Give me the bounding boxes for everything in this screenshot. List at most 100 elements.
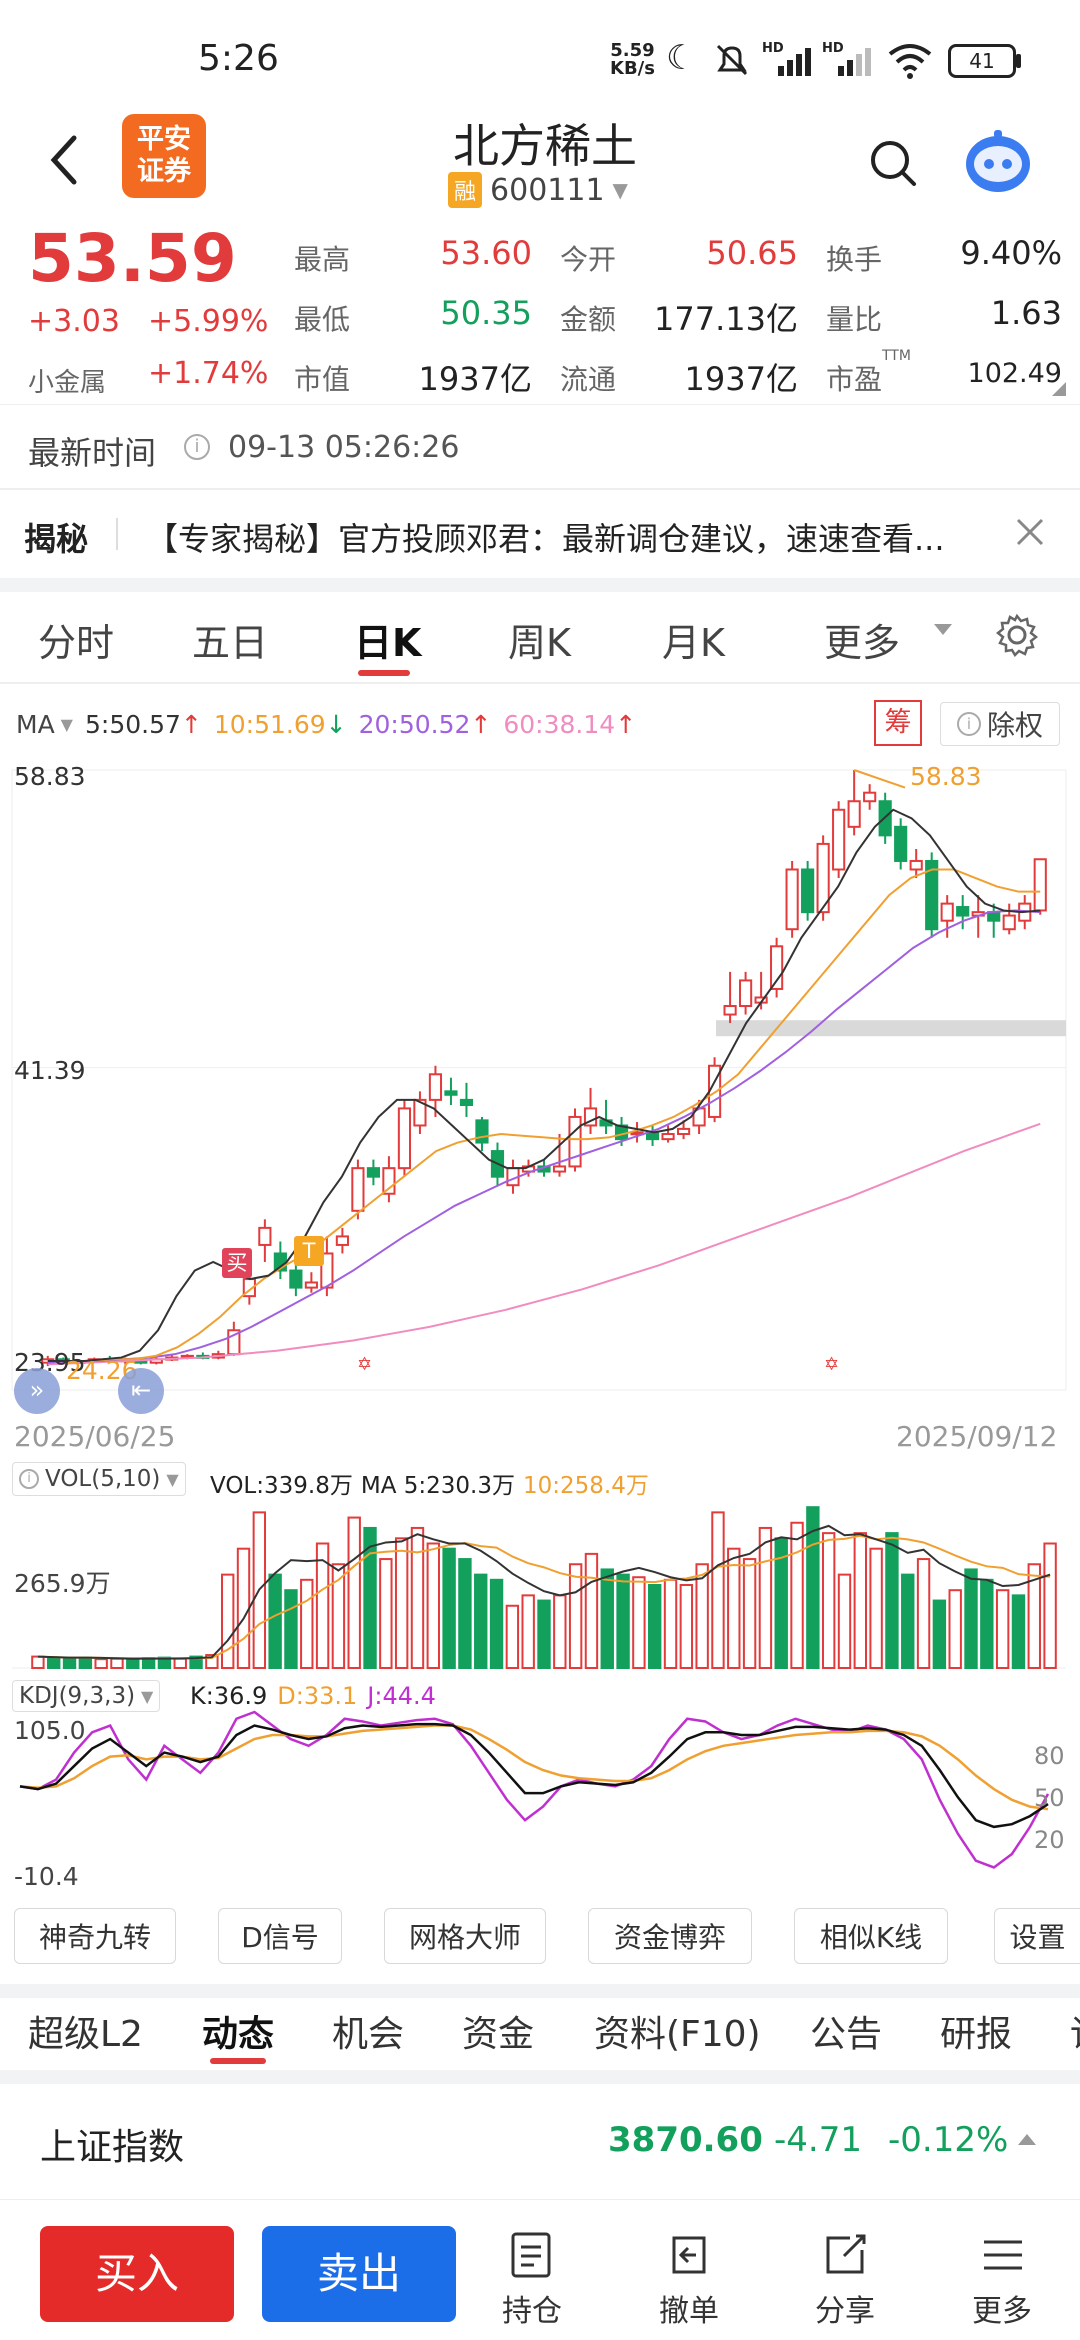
- news-divider: [116, 518, 118, 550]
- kdj-y-bottom: -10.4: [14, 1862, 79, 1891]
- chevron-down-icon: ▼: [612, 178, 628, 202]
- cancel-tab-label[interactable]: 撤单: [659, 2294, 719, 2329]
- volume-bar: [790, 1521, 804, 1669]
- tool-similar-k[interactable]: 相似K线: [794, 1908, 948, 1964]
- sector-name: 小金属: [28, 368, 107, 398]
- kline-chart[interactable]: ✡ ✡: [0, 750, 1080, 1895]
- date-start: 2025/06/25: [14, 1420, 176, 1453]
- kdj-level-20: 20: [1034, 1826, 1065, 1854]
- volume-bar: [347, 1516, 361, 1669]
- volume-bar: [363, 1526, 377, 1669]
- ma10-line: [47, 868, 1041, 1362]
- stock-code-selector[interactable]: 融 600111 ▼: [448, 172, 628, 208]
- kdj-lines: [19, 1710, 1050, 1869]
- tab-more[interactable]: 更多: [824, 621, 901, 665]
- volume-indicator-selector[interactable]: i VOL(5,10) ▼: [12, 1462, 186, 1496]
- settings-gear-icon[interactable]: [994, 612, 1040, 658]
- tab-capital[interactable]: 资金: [462, 2014, 535, 2055]
- scroll-handle-icon[interactable]: ⇤: [118, 1368, 164, 1414]
- expand-left-icon[interactable]: »: [14, 1368, 60, 1414]
- share-icon[interactable]: [820, 2228, 870, 2280]
- more-tab-label[interactable]: 更多: [972, 2294, 1032, 2329]
- kdj-level-50: 50: [1034, 1784, 1065, 1812]
- amount-value: 177.13亿: [654, 300, 798, 338]
- sell-button[interactable]: 卖出: [262, 2226, 456, 2322]
- ma60-arrow-icon: ↑: [615, 710, 637, 739]
- volume-bar: [521, 1594, 535, 1669]
- pe-ttm-sup: TTM: [882, 348, 911, 364]
- volume-bar: [410, 1526, 425, 1669]
- kdj-d-line: [19, 1724, 1049, 1811]
- expand-corner-icon[interactable]: [1052, 382, 1066, 396]
- position-doc-icon[interactable]: [508, 2230, 554, 2280]
- divider: [0, 488, 1080, 490]
- candle: [382, 1167, 396, 1195]
- volume-values: VOL:339.8万 MA 5:230.3万 10:258.4万: [210, 1466, 649, 1500]
- volume-bar: [600, 1568, 614, 1669]
- amount-label: 金额: [560, 303, 617, 336]
- tab-opportunity[interactable]: 机会: [332, 2014, 405, 2055]
- ma-chevron-icon[interactable]: ▼: [60, 715, 73, 734]
- buy-button[interactable]: 买入: [40, 2226, 234, 2322]
- hold-tab-label[interactable]: 持仓: [502, 2294, 562, 2329]
- tool-settings[interactable]: 设置: [994, 1908, 1080, 1964]
- cancel-order-icon[interactable]: [664, 2230, 714, 2280]
- robot-assistant-icon[interactable]: [960, 124, 1036, 200]
- info-icon[interactable]: i: [184, 434, 210, 460]
- volume-value: VOL:339.8万: [210, 1473, 353, 1499]
- close-icon[interactable]: [1012, 514, 1048, 550]
- section-gap: [0, 578, 1080, 592]
- candle: [366, 1167, 380, 1178]
- chevron-up-icon[interactable]: [1018, 2134, 1036, 2145]
- volume-bar: [284, 1589, 298, 1669]
- tab-weekly-k[interactable]: 周K: [508, 621, 571, 665]
- chip-distribution-button[interactable]: 筹: [874, 700, 922, 746]
- more-menu-icon[interactable]: [978, 2230, 1028, 2280]
- tab-announcement[interactable]: 公告: [810, 2014, 883, 2055]
- tab-research[interactable]: 研报: [940, 2014, 1013, 2055]
- tab-f10[interactable]: 资料(F10): [594, 2014, 761, 2055]
- mcap-value: 1937亿: [418, 360, 532, 398]
- news-banner[interactable]: 揭秘 【专家揭秘】官方投顾邓君：最新调仓建议，速速查看...: [0, 490, 1080, 578]
- tool-nine-turns[interactable]: 神奇九转: [14, 1908, 176, 1964]
- share-tab-label[interactable]: 分享: [815, 2294, 875, 2329]
- tab-dynamics[interactable]: 动态: [202, 2014, 275, 2055]
- ma60-value: 60:38.14↑: [503, 710, 636, 739]
- volratio-label: 量比: [826, 303, 883, 336]
- tab-five-day[interactable]: 五日: [192, 621, 269, 665]
- volume-bar: [458, 1558, 472, 1669]
- volume-bar: [173, 1657, 187, 1669]
- tab-monthly-k[interactable]: 月K: [662, 621, 725, 665]
- float-label: 流通: [560, 363, 617, 396]
- event-marker-icon: ✡: [824, 1354, 839, 1375]
- tab-super-l2[interactable]: 超级L2: [28, 2014, 143, 2055]
- volume-bar: [47, 1656, 61, 1669]
- t-signal-marker[interactable]: T: [294, 1236, 324, 1266]
- candle: [320, 1252, 334, 1289]
- candle: [304, 1281, 318, 1289]
- tool-capital-game[interactable]: 资金博弈: [588, 1908, 752, 1964]
- moon-icon: ☾: [666, 38, 697, 78]
- float-value: 1937亿: [684, 360, 798, 398]
- ex-rights-button[interactable]: i 除权: [940, 702, 1060, 746]
- tab-discuss[interactable]: 讨: [1070, 2005, 1080, 2057]
- candle: [956, 906, 970, 917]
- status-time: 5:26: [198, 38, 279, 79]
- candle: [475, 1119, 489, 1144]
- kdj-indicator-selector[interactable]: KDJ(9,3,3) ▼: [12, 1680, 161, 1712]
- tool-grid-master[interactable]: 网格大师: [384, 1908, 546, 1964]
- search-icon[interactable]: [866, 136, 922, 192]
- volume-bar: [268, 1573, 282, 1669]
- back-arrow-icon[interactable]: [40, 130, 90, 190]
- tab-daily-k[interactable]: 日K: [354, 621, 422, 665]
- tab-intraday[interactable]: 分时: [38, 621, 115, 665]
- buy-signal-marker[interactable]: 买: [222, 1248, 252, 1278]
- ma-label[interactable]: MA: [16, 710, 55, 739]
- volume-bar: [220, 1573, 235, 1669]
- signal-icon-2: HD: [822, 41, 871, 76]
- support-band: [716, 1020, 1066, 1037]
- ma20-arrow-icon: ↑: [470, 710, 492, 739]
- index-bar[interactable]: 上证指数 3870.60 -4.71 -0.12%: [0, 2084, 1080, 2200]
- tool-d-signal[interactable]: D信号: [218, 1908, 342, 1964]
- stock-name: 北方稀土: [453, 119, 637, 173]
